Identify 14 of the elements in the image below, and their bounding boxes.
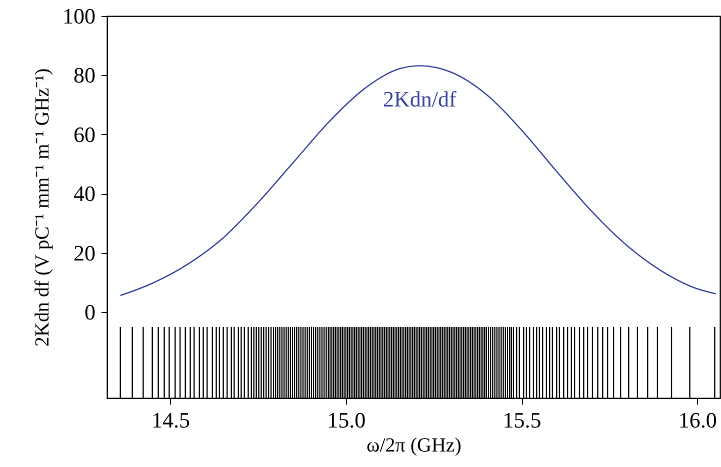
x-tick-label: 15.5 xyxy=(502,408,542,432)
series-label: 2Kdn/df xyxy=(382,86,457,112)
x-axis-title: ω/2π (GHz) xyxy=(366,434,462,456)
x-tick-label: 14.5 xyxy=(151,408,190,432)
y-tick-label: 0 xyxy=(84,300,96,325)
y-tick-label: 100 xyxy=(62,4,96,28)
x-tick-label: 15.0 xyxy=(327,408,366,432)
y-axis-title: 2Kdn df (V pC⁻¹ mm⁻¹ m⁻¹ GHz⁻¹) xyxy=(32,68,54,347)
x-tick-label: 16.0 xyxy=(678,408,717,432)
line-series xyxy=(120,65,716,296)
y-tick-label: 60 xyxy=(74,122,96,147)
y-tick-label: 80 xyxy=(74,62,96,88)
y-tick-label: 20 xyxy=(74,240,96,266)
y-tick-label: 40 xyxy=(74,181,96,206)
